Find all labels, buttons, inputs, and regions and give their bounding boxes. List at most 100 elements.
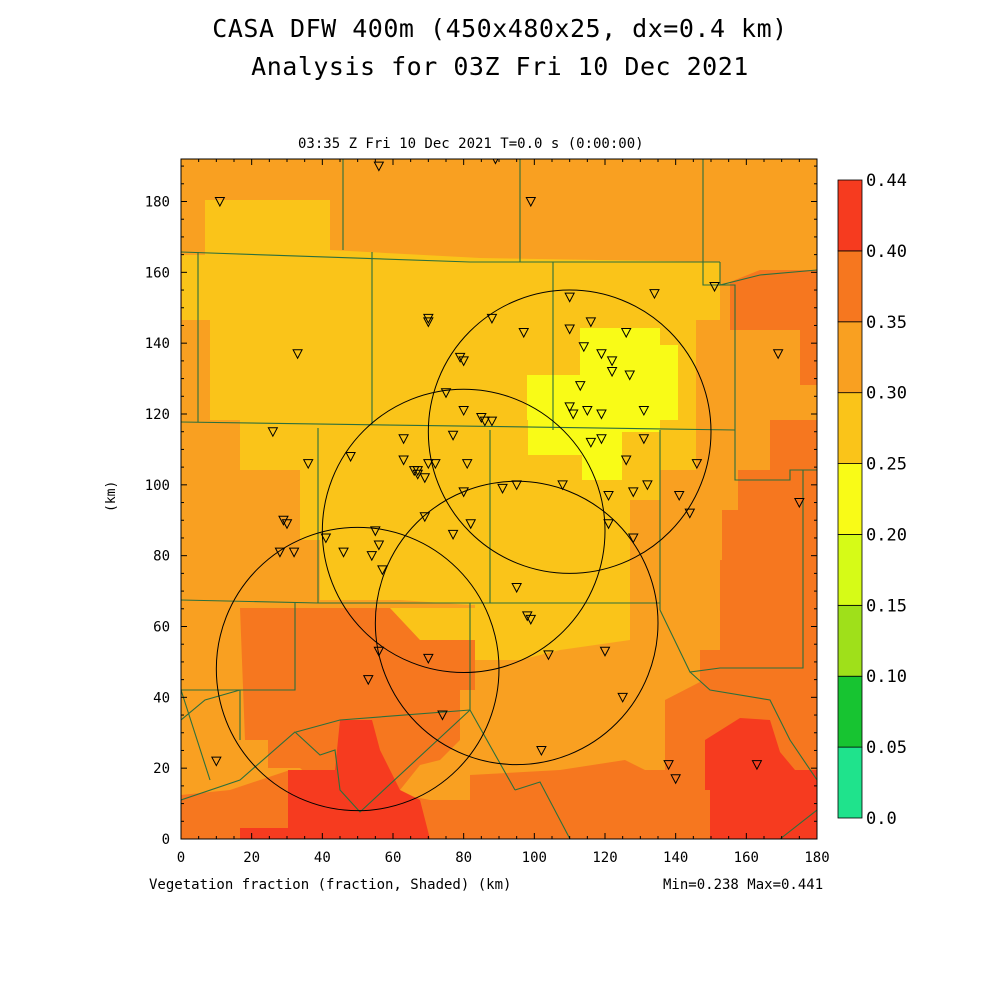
station-marker bbox=[292, 349, 303, 360]
station-marker bbox=[408, 466, 420, 477]
colorbar-segment bbox=[837, 534, 863, 606]
x-tick-label: 0 bbox=[177, 850, 185, 866]
y-tick-label: 0 bbox=[162, 832, 170, 848]
station-marker bbox=[564, 324, 575, 335]
station-marker bbox=[603, 490, 614, 502]
colorbar-segment bbox=[837, 392, 863, 464]
station-marker bbox=[511, 480, 522, 491]
station-marker bbox=[497, 483, 508, 494]
station-marker bbox=[673, 490, 685, 502]
station-marker bbox=[582, 405, 593, 417]
station-marker bbox=[288, 547, 300, 558]
station-marker bbox=[486, 313, 498, 324]
station-marker bbox=[458, 356, 469, 367]
station-marker bbox=[596, 349, 607, 360]
y-tick-label: 80 bbox=[153, 549, 170, 565]
station-marker bbox=[606, 356, 618, 367]
station-marker bbox=[419, 473, 431, 484]
station-marker bbox=[564, 402, 575, 413]
station-marker bbox=[214, 197, 226, 208]
observation-stations bbox=[211, 159, 805, 785]
colorbar-tick-label: 0.10 bbox=[866, 667, 907, 687]
field-region-high-east-2 bbox=[700, 420, 817, 682]
field-region-low-core bbox=[527, 328, 678, 480]
y-tick-label: 120 bbox=[145, 407, 170, 423]
station-marker bbox=[751, 760, 763, 771]
station-marker bbox=[543, 650, 554, 661]
station-marker bbox=[398, 434, 409, 445]
field-region-highest-south-2 bbox=[705, 718, 817, 839]
y-tick-label: 140 bbox=[145, 336, 170, 352]
station-marker bbox=[345, 452, 356, 463]
station-marker bbox=[599, 646, 611, 657]
colorbar-tick-label: 0.44 bbox=[866, 171, 907, 191]
station-marker bbox=[620, 328, 632, 339]
x-axis-label: Vegetation fraction (fraction, Shaded) (… bbox=[149, 877, 512, 893]
station-marker bbox=[772, 349, 784, 360]
county-boundaries bbox=[181, 159, 817, 839]
station-marker bbox=[663, 760, 674, 771]
station-marker bbox=[373, 540, 385, 551]
station-marker bbox=[709, 282, 720, 293]
colorbar-tick-label: 0.05 bbox=[866, 738, 907, 758]
colorbar-segment bbox=[837, 746, 863, 819]
station-marker bbox=[578, 342, 590, 353]
station-marker bbox=[557, 480, 568, 491]
station-marker bbox=[366, 551, 378, 562]
station-marker bbox=[373, 646, 385, 657]
colorbar-segment bbox=[837, 321, 863, 394]
colorbar-tick-label: 0.25 bbox=[866, 455, 907, 475]
station-marker bbox=[370, 526, 381, 537]
station-marker bbox=[617, 692, 628, 703]
min-max-readout: Min=0.238 Max=0.441 bbox=[663, 877, 824, 893]
station-marker bbox=[458, 405, 469, 417]
radar-ring-4 bbox=[215, 526, 500, 812]
station-marker bbox=[511, 583, 522, 594]
station-marker bbox=[437, 710, 448, 721]
station-marker bbox=[567, 409, 579, 420]
field-region-mid-north bbox=[205, 200, 720, 605]
station-marker bbox=[794, 498, 805, 509]
radar-ring-1 bbox=[427, 289, 712, 574]
station-marker bbox=[338, 547, 349, 558]
colorbar-segment bbox=[837, 250, 863, 323]
y-axis: 0 20 40 60 80 100 120 140 160 180 bbox=[145, 165, 817, 848]
station-marker bbox=[603, 519, 614, 530]
station-marker bbox=[454, 352, 466, 363]
station-marker bbox=[585, 437, 597, 448]
x-tick-label: 180 bbox=[804, 850, 829, 866]
station-marker bbox=[627, 533, 639, 544]
y-tick-label: 60 bbox=[153, 620, 170, 636]
station-marker bbox=[377, 565, 388, 576]
station-marker bbox=[458, 487, 469, 498]
station-marker bbox=[320, 533, 332, 544]
station-marker bbox=[638, 434, 650, 445]
x-tick-label: 40 bbox=[314, 850, 331, 866]
station-marker bbox=[430, 459, 441, 470]
y-tick-label: 100 bbox=[145, 478, 170, 494]
colorbar-tick-label: 0.0 bbox=[866, 809, 897, 829]
station-marker bbox=[423, 313, 434, 324]
station-marker bbox=[274, 547, 286, 558]
station-marker bbox=[486, 416, 498, 427]
colorbar-segment bbox=[837, 179, 863, 252]
colorbar-tick-label: 0.20 bbox=[866, 525, 907, 545]
colorbar-tick-label: 0.30 bbox=[866, 384, 907, 404]
colorbar-segment bbox=[837, 604, 863, 677]
station-marker bbox=[596, 434, 607, 445]
chart-title: CASA DFW 400m (450x480x25, dx=0.4 km) bbox=[212, 14, 788, 43]
station-marker bbox=[440, 388, 452, 399]
colorbar-tick-label: 0.35 bbox=[866, 313, 907, 333]
station-marker bbox=[423, 653, 434, 664]
station-marker bbox=[479, 416, 491, 427]
station-marker bbox=[691, 459, 703, 470]
station-marker bbox=[606, 367, 618, 378]
station-marker bbox=[447, 529, 459, 540]
x-tick-label: 20 bbox=[243, 850, 260, 866]
station-marker bbox=[476, 413, 487, 424]
station-marker bbox=[419, 512, 431, 523]
station-marker bbox=[412, 469, 424, 480]
y-tick-label: 20 bbox=[153, 761, 170, 777]
shaded-field bbox=[181, 159, 817, 839]
